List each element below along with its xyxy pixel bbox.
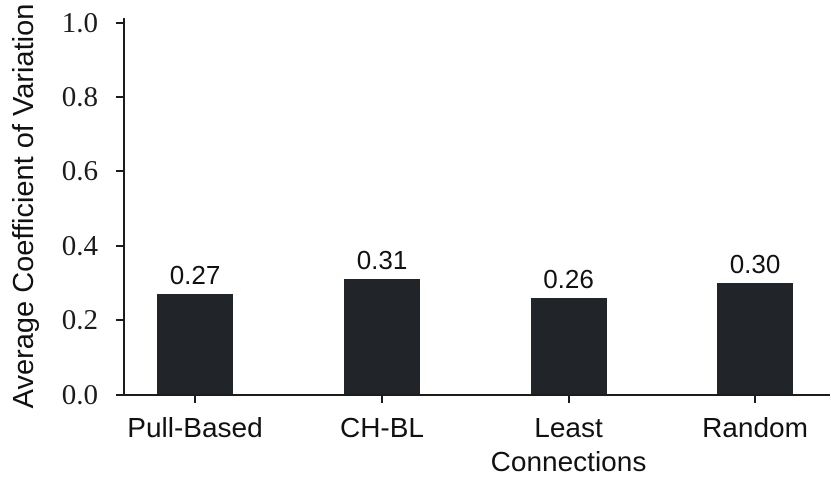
y-tick-mark-0.2	[115, 319, 123, 322]
y-axis-spine	[122, 18, 125, 396]
y-tick-label-1.0: 1.0	[61, 6, 98, 39]
x-tick-label-ch-bl: CH-BL	[339, 412, 424, 443]
x-tick-mark-random	[754, 395, 756, 403]
y-tick-mark-0.6	[115, 170, 123, 173]
x-tick-mark-ch-bl	[381, 395, 383, 403]
x-axis-spine	[122, 393, 830, 396]
y-tick-mark-0.4	[115, 244, 123, 247]
y-tick-label-0.6: 0.6	[61, 155, 98, 188]
bar-value-label-pull-based: 0.27	[169, 260, 221, 291]
bar-value-label-random: 0.30	[729, 248, 781, 279]
y-tick-mark-1.0	[115, 21, 123, 24]
y-tick-label-0.2: 0.2	[61, 304, 98, 337]
x-tick-label-least-connections: Least Connections	[490, 412, 647, 477]
x-tick-mark-pull-based	[194, 395, 196, 403]
bar-least-connections	[530, 297, 607, 395]
y-tick-mark-0.0	[115, 393, 123, 396]
y-tick-label-0.0: 0.0	[61, 378, 98, 411]
y-tick-mark-0.8	[115, 95, 123, 98]
x-tick-label-pull-based: Pull-Based	[127, 412, 263, 443]
y-tick-label-0.8: 0.8	[61, 80, 98, 113]
x-tick-label-random: Random	[702, 412, 808, 443]
bar-ch-bl	[344, 279, 420, 395]
bar-value-label-ch-bl: 0.31	[356, 245, 408, 276]
y-tick-label-0.4: 0.4	[61, 229, 98, 262]
x-tick-mark-least-connections	[567, 395, 570, 403]
bar-value-label-least-connections: 0.26	[543, 263, 594, 294]
bar-random	[717, 282, 793, 395]
bar-pull-based	[157, 294, 233, 395]
